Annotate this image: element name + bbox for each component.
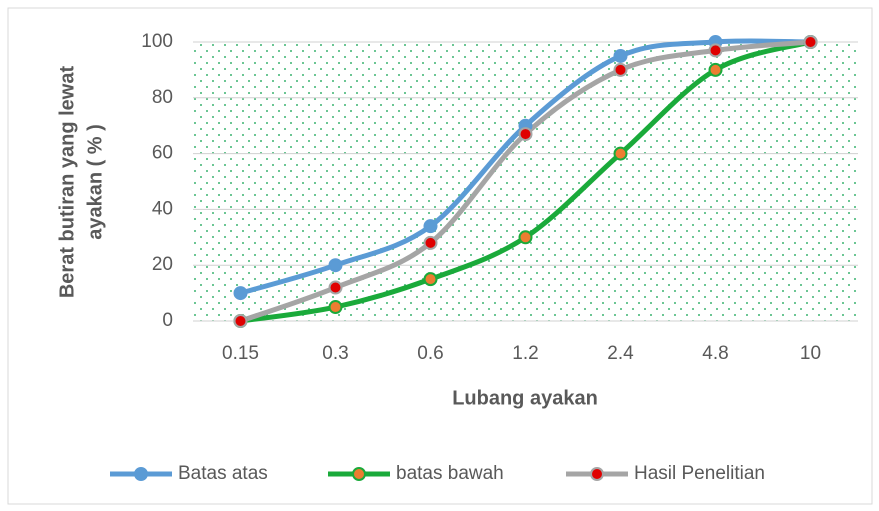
marker [328,258,343,273]
marker [423,272,438,287]
legend-label: Batas atas [178,463,268,484]
marker [518,127,533,142]
marker [423,219,438,234]
x-tick-label: 1.2 [512,343,538,364]
marker [708,62,723,77]
marker [518,230,533,245]
legend-label: batas bawah [396,463,504,484]
marker [613,48,628,63]
x-axis-title: Lubang ayakan [452,387,598,409]
y-axis-title: ayakan ( % ) [84,124,106,240]
legend-marker [590,467,604,481]
y-tick-label: 60 [152,143,173,164]
marker [328,300,343,315]
marker [613,62,628,77]
x-tick-label: 0.3 [322,343,348,364]
x-tick-label: 10 [800,343,821,364]
legend-marker [134,467,148,481]
marker [803,35,818,49]
marker [328,280,343,295]
x-tick-label: 0.15 [222,343,259,364]
marker [613,146,628,161]
y-tick-label: 40 [152,198,173,219]
marker [233,286,248,301]
x-tick-label: 4.8 [702,343,728,364]
y-axis-title: Berat butiran yang lewat [56,66,78,299]
x-tick-label: 2.4 [607,343,634,364]
marker [423,235,438,250]
y-tick-label: 100 [141,31,173,52]
y-tick-label: 0 [162,310,173,331]
y-tick-label: 20 [152,254,173,275]
legend-marker [352,467,366,481]
marker [233,314,248,328]
legend-label: Hasil Penelitian [634,463,765,484]
x-tick-label: 0.6 [417,343,443,364]
y-tick-label: 80 [152,87,173,108]
marker [708,43,723,58]
